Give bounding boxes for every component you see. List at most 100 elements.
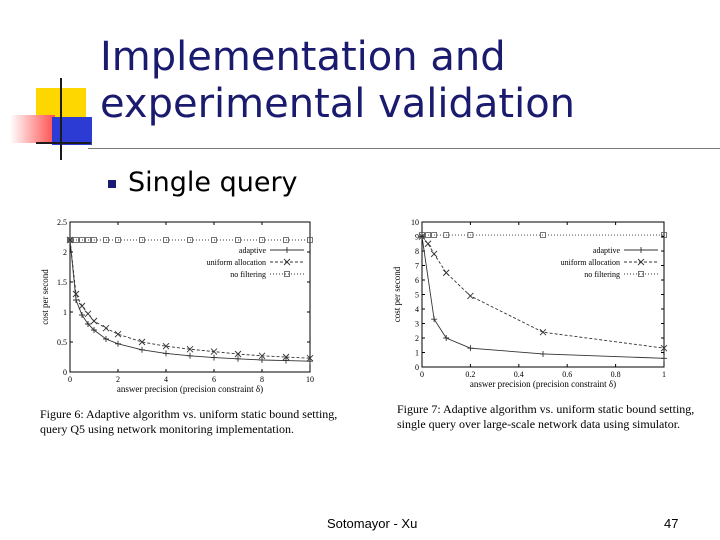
slide-title: Implementation and experimental validati… xyxy=(100,34,700,128)
marker-plus xyxy=(283,357,289,364)
marker-square xyxy=(73,237,79,243)
marker-square xyxy=(638,271,644,277)
marker-x xyxy=(467,292,474,300)
series-line xyxy=(421,236,665,359)
marker-plus xyxy=(139,346,145,353)
marker-x xyxy=(162,342,170,350)
marker-plus xyxy=(163,350,169,357)
y-tick-label: 0 xyxy=(63,368,67,377)
figure-7-chart: 0 1 2 3 4 5 6 7 8 9 10 0 0.2 0.4 0.6 0.8 1 answer precisi… xyxy=(392,218,668,389)
marker-square xyxy=(443,232,450,238)
marker-square xyxy=(425,232,431,238)
marker-x xyxy=(424,240,432,248)
marker-x xyxy=(660,344,668,352)
marker-square xyxy=(235,237,241,243)
y-tick-label: 0.5 xyxy=(57,338,67,347)
marker-square xyxy=(163,237,169,243)
x-tick-label: 8 xyxy=(260,375,264,384)
marker-x xyxy=(78,302,86,310)
x-tick-label: 1 xyxy=(662,370,666,379)
figure-6-caption: Figure 6: Adaptive algorithm vs. uniform… xyxy=(40,407,338,436)
marker-square xyxy=(211,237,217,243)
y-tick-label: 2 xyxy=(415,334,419,343)
y-tick-label: 7 xyxy=(415,262,419,271)
y-tick-label: 1 xyxy=(63,308,67,317)
marker-square xyxy=(661,232,667,238)
marker-x xyxy=(442,269,450,277)
marker-plus xyxy=(103,336,109,342)
y-tick-label: 9 xyxy=(415,233,419,242)
y-tick-label: 8 xyxy=(415,247,419,256)
legend-label: uniform allocation xyxy=(207,258,266,267)
x-axis-label: answer precision (precision constraint δ… xyxy=(470,379,616,389)
marker-x xyxy=(258,352,266,360)
marker-plus xyxy=(307,358,313,365)
deco-vertical-line xyxy=(60,78,62,160)
marker-square xyxy=(540,232,546,238)
marker-x xyxy=(539,328,547,336)
y-tick-label: 3 xyxy=(415,320,419,329)
y-tick-label: 2 xyxy=(63,248,67,257)
x-tick-label: 0.2 xyxy=(465,370,475,379)
marker-x xyxy=(114,330,122,338)
marker-square xyxy=(187,237,193,243)
marker-square xyxy=(115,237,121,243)
series-no-filtering xyxy=(419,232,667,238)
marker-plus xyxy=(79,312,85,318)
x-tick-label: 0.4 xyxy=(514,370,524,379)
marker-square xyxy=(85,237,91,243)
x-tick-label: 0 xyxy=(420,370,424,379)
marker-plus xyxy=(187,352,193,359)
marker-plus xyxy=(259,357,265,363)
marker-plus xyxy=(638,247,644,253)
bullet-square-icon xyxy=(108,180,116,188)
bullet-text: Single query xyxy=(128,167,298,198)
marker-square xyxy=(431,232,437,238)
marker-plus xyxy=(540,350,546,357)
x-tick-label: 0 xyxy=(68,375,72,384)
marker-square xyxy=(79,237,85,243)
x-tick-label: 0.6 xyxy=(562,370,572,379)
marker-plus xyxy=(73,297,79,303)
marker-plus xyxy=(211,354,217,361)
series-adaptive xyxy=(67,237,313,365)
marker-x xyxy=(283,258,291,266)
marker-square xyxy=(283,237,289,243)
marker-plus xyxy=(115,340,121,347)
marker-x xyxy=(102,324,110,332)
plot-frame xyxy=(69,221,311,373)
series-line xyxy=(421,236,665,349)
deco-red-block xyxy=(10,115,55,143)
series-line xyxy=(69,239,311,362)
marker-plus xyxy=(91,327,97,333)
page-number: 47 xyxy=(664,516,679,531)
marker-square xyxy=(307,237,313,243)
legend-label: uniform allocation xyxy=(561,258,620,267)
marker-square xyxy=(103,237,109,243)
marker-plus xyxy=(443,335,450,341)
y-tick-label: 0 xyxy=(415,363,419,372)
marker-plus xyxy=(85,321,91,327)
marker-x xyxy=(282,353,290,361)
y-tick-label: 2.5 xyxy=(57,218,67,227)
slide-title-line-1: Implementation and xyxy=(100,34,506,80)
marker-x xyxy=(234,350,242,358)
marker-square xyxy=(91,237,97,243)
marker-square xyxy=(259,237,265,243)
marker-x xyxy=(210,348,218,355)
y-tick-label: 1 xyxy=(415,349,419,358)
marker-square xyxy=(284,271,290,277)
marker-plus xyxy=(284,247,290,253)
series-no-filtering xyxy=(67,237,313,243)
x-axis-label: answer precision (precision constraint δ… xyxy=(117,384,263,394)
figure-6-chart: 0 0.5 1 1.5 2 2.5 0 2 4 6 8 10 answer precision (pre… xyxy=(40,218,314,394)
slide-title-line-2: experimental validation xyxy=(100,81,576,127)
marker-square xyxy=(67,237,73,243)
series-uniform-allocation xyxy=(66,236,314,362)
marker-x xyxy=(637,258,645,266)
x-tick-label: 4 xyxy=(164,375,168,384)
deco-blue-block xyxy=(52,117,92,145)
figure-7-caption: Figure 7: Adaptive algorithm vs. uniform… xyxy=(397,402,695,431)
x-tick-label: 2 xyxy=(116,375,120,384)
legend-label: adaptive xyxy=(593,246,621,255)
